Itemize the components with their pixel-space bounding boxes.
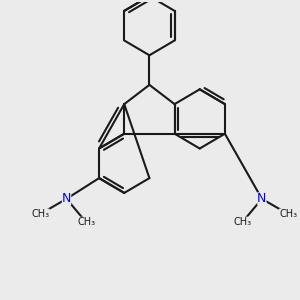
Text: CH₃: CH₃ xyxy=(233,217,251,227)
Text: CH₃: CH₃ xyxy=(77,217,95,227)
Text: N: N xyxy=(257,192,267,205)
Text: CH₃: CH₃ xyxy=(279,209,297,219)
Text: N: N xyxy=(62,192,71,205)
Text: CH₃: CH₃ xyxy=(31,209,49,219)
